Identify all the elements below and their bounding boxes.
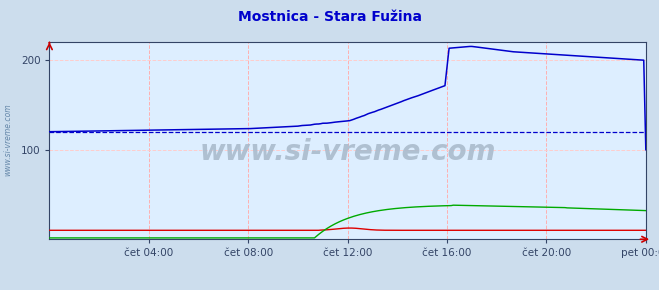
Text: Mostnica - Stara Fužina: Mostnica - Stara Fužina [237,10,422,24]
Text: www.si-vreme.com: www.si-vreme.com [200,139,496,166]
Text: www.si-vreme.com: www.si-vreme.com [3,103,13,175]
